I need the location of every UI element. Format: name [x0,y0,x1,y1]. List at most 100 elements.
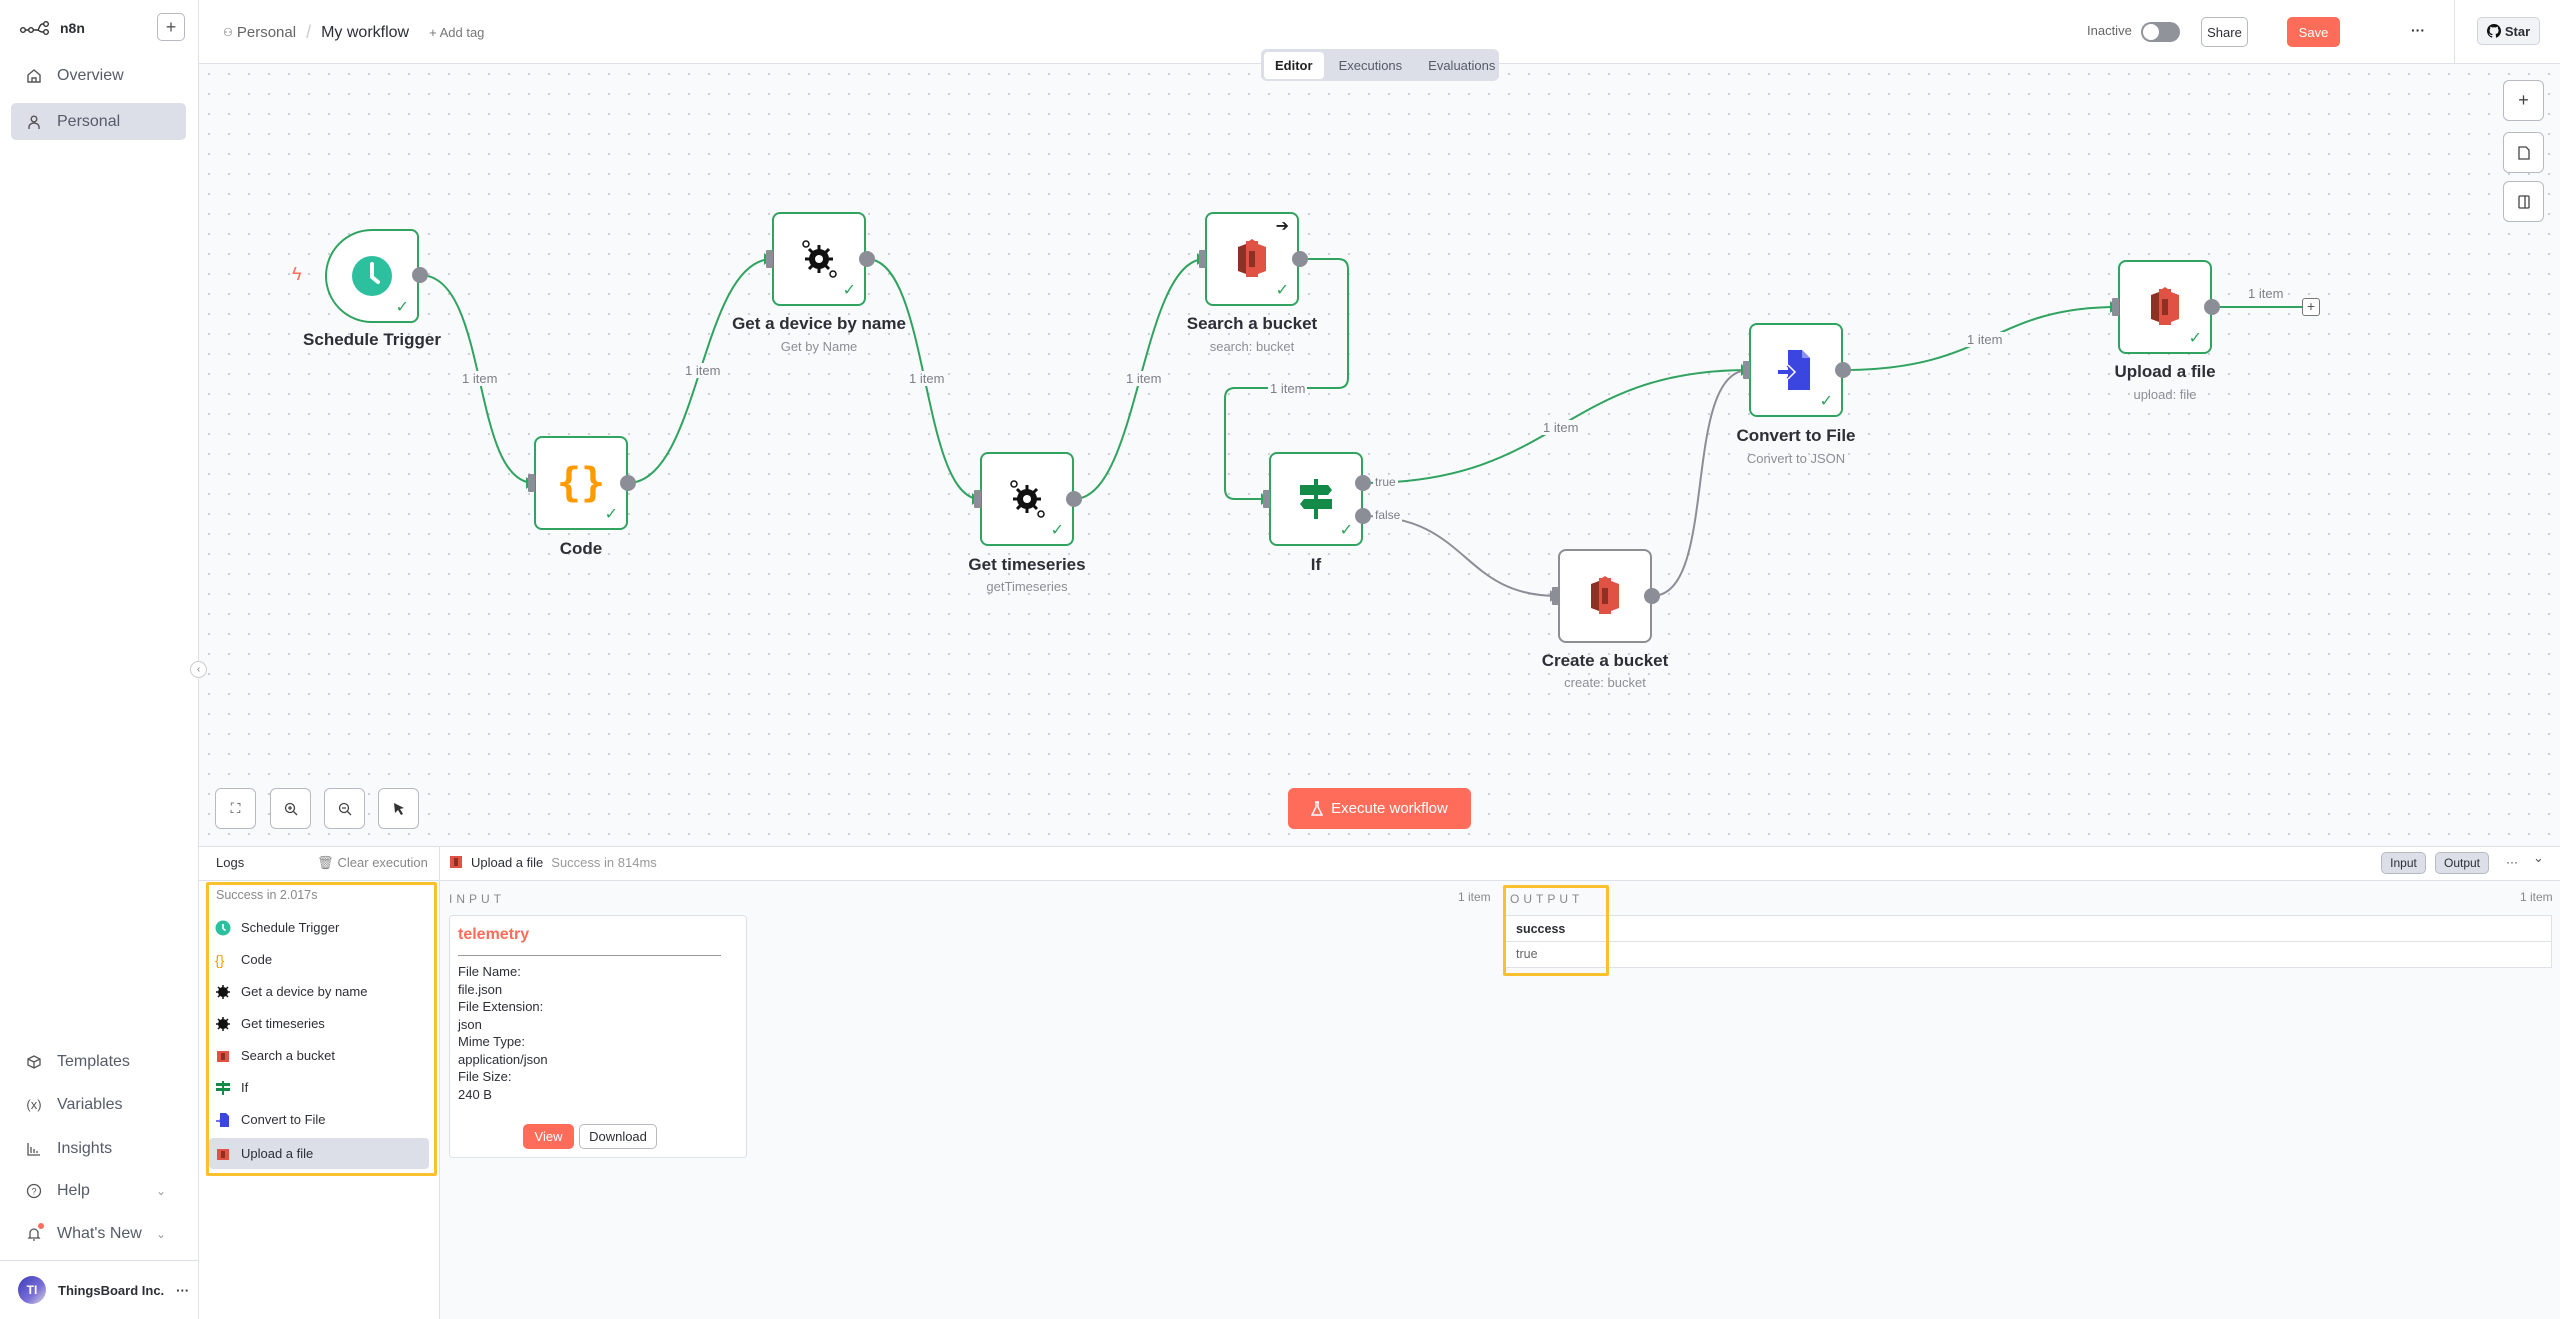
clear-execution-button[interactable]: 🗑 Clear execution [317,855,428,871]
node-get-timeseries[interactable]: ✓ [980,452,1074,546]
field-value: file.json [458,981,503,997]
output-handle[interactable] [859,251,875,267]
trash-icon: 🗑 [317,855,334,870]
breadcrumb-separator: / [306,22,312,42]
node-get-device-by-name[interactable]: ✓ [772,212,866,306]
log-item-label: Search a bucket [241,1048,335,1063]
workflow-name[interactable]: My workflow [321,23,410,41]
log-item-convert-to-file[interactable]: Convert to File [215,1104,430,1135]
connection-label: 1 item [907,371,947,386]
zoom-in-button[interactable] [270,788,311,829]
input-handle[interactable] [1199,250,1206,268]
tab-executions[interactable]: Executions [1338,57,1403,73]
sidebar-item-label: Help [57,1181,90,1199]
output-handle[interactable] [1835,362,1851,378]
more-options-button[interactable]: ··· [2411,22,2425,38]
input-handle[interactable] [528,474,535,492]
logs-more-button[interactable]: ··· [2506,855,2518,869]
save-button[interactable]: Save [2287,17,2340,47]
input-handle[interactable] [1743,361,1750,379]
input-handle[interactable] [1263,490,1270,508]
tab-evaluations[interactable]: Evaluations [1428,57,1496,73]
node-schedule-trigger[interactable]: ✓ [325,229,419,323]
sidebar-item-variables[interactable]: (x) Variables [11,1086,186,1123]
sidebar-item-help[interactable]: ? Help ⌄ [11,1172,186,1209]
github-icon [2486,24,2501,38]
log-item-if[interactable]: If [215,1072,430,1103]
add-tag-button[interactable]: + Add tag [429,25,485,40]
show-input-button[interactable]: Input [2381,852,2426,874]
output-handle[interactable] [1644,588,1660,604]
zoom-out-button[interactable] [324,788,365,829]
add-node-button[interactable]: + [2503,80,2544,121]
execute-workflow-button[interactable]: Execute workflow [1288,788,1471,829]
input-handle[interactable] [1552,587,1559,605]
tidy-up-button[interactable] [378,788,419,829]
log-item-code[interactable]: {} Code [215,944,430,975]
share-button[interactable]: Share [2201,17,2248,47]
success-check-icon: ✓ [842,282,856,299]
node-create-a-bucket[interactable] [1558,549,1652,643]
node-subtitle: getTimeseries [986,579,1068,594]
cursor-icon [393,802,404,815]
toggle-panel-button[interactable] [2503,181,2544,222]
output-handle[interactable] [1066,491,1082,507]
user-menu[interactable]: TI ThingsBoard Inc. ··· [18,1276,189,1304]
convert-file-icon [1778,350,1810,390]
collapse-sidebar-button[interactable]: ‹ [190,661,207,678]
output-handle[interactable] [620,475,636,491]
execute-workflow-label: Execute workflow [1331,800,1448,817]
log-item-schedule-trigger[interactable]: Schedule Trigger [215,912,430,943]
node-convert-to-file[interactable]: ✓ [1749,323,1843,417]
selected-node-name: Upload a file [471,854,544,870]
zoom-to-fit-button[interactable]: ⛶ [215,788,256,829]
execution-summary: Success in 2.017s [216,888,318,902]
github-star-button[interactable]: Star [2477,17,2540,45]
field-key: Mime Type: [458,1034,525,1049]
output-handle-true[interactable] [1355,475,1371,491]
signpost-icon [1300,479,1332,519]
view-button[interactable]: View [523,1124,574,1149]
box-icon [25,1053,43,1071]
output-cell-value: true [1516,947,1538,961]
input-handle[interactable] [766,250,773,268]
log-item-get-timeseries[interactable]: Get timeseries [215,1008,430,1039]
success-check-icon: ✓ [1819,393,1833,410]
breadcrumb-project[interactable]: ⚇ Personal [223,24,296,41]
output-handle[interactable] [1292,251,1308,267]
output-handle-false[interactable] [1355,508,1371,524]
node-upload-a-file[interactable]: ✓ [2118,260,2212,354]
user-more-icon[interactable]: ··· [176,1282,190,1298]
node-code[interactable]: {} ✓ [534,436,628,530]
sidebar-item-overview[interactable]: Overview [11,57,186,94]
node-search-a-bucket[interactable]: ➔ ✓ [1205,212,1299,306]
code-braces-icon: {} [215,951,225,968]
sidebar-item-whats-new[interactable]: What's New ⌄ [11,1215,186,1252]
selected-node-status: Success in 814ms [551,854,657,870]
active-toggle[interactable] [2141,22,2180,42]
log-item-search-a-bucket[interactable]: Search a bucket [215,1040,430,1071]
log-item-get-device-by-name[interactable]: Get a device by name [215,976,430,1007]
create-button[interactable]: + [157,13,185,41]
aws-s3-icon [217,1148,229,1160]
bell-icon [25,1222,44,1243]
log-item-upload-a-file[interactable]: Upload a file [209,1138,429,1169]
input-handle[interactable] [974,490,981,508]
input-handle[interactable] [2112,298,2119,316]
output-handle[interactable] [412,267,428,283]
download-button[interactable]: Download [579,1124,657,1149]
output-handle[interactable] [2204,299,2220,315]
n8n-logo[interactable]: n8n [20,20,85,36]
show-output-button[interactable]: Output [2435,852,2489,874]
collapse-logs-button[interactable]: ⌄ [2533,850,2544,865]
sidebar-item-insights[interactable]: Insights [11,1130,186,1167]
sidebar-item-personal[interactable]: Personal [11,103,186,140]
add-sticky-button[interactable] [2503,132,2544,173]
node-label: Get timeseries [968,555,1086,574]
sidebar-item-templates[interactable]: Templates [11,1043,186,1080]
add-next-node-button[interactable]: + [2302,298,2320,316]
divider [2454,0,2455,64]
node-if[interactable]: ✓ [1269,452,1363,546]
tab-editor[interactable]: Editor [1264,51,1324,79]
fit-view-icon: ⛶ [230,800,241,816]
